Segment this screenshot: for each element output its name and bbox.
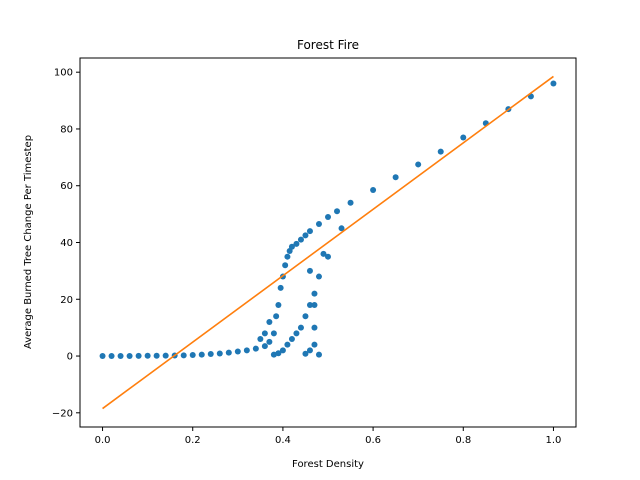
scatter-point [266,338,273,345]
scatter-point [370,186,377,193]
scatter-point [306,228,313,235]
scatter-point [117,353,124,360]
x-tick-label: 0.2 [185,435,201,446]
scatter-point [315,351,322,358]
scatter-point [293,330,300,337]
scatter-point [257,336,264,343]
scatter-point [284,253,291,260]
scatter-point [277,284,284,291]
scatter-point [207,351,214,358]
scatter-point [153,352,160,359]
scatter-point [320,250,327,257]
x-tick-label: 0.6 [365,435,381,446]
scatter-point [282,262,289,269]
scatter-point [347,199,354,206]
scatter-point [243,347,250,354]
x-tick-label: 1.0 [546,435,562,446]
x-tick-label: 0.8 [455,435,471,446]
scatter-point [311,324,318,331]
y-tick-label: 40 [60,238,73,249]
scatter-point [266,318,273,325]
scatter-point [338,225,345,232]
scatter-point [279,347,286,354]
scatter-point [225,349,232,356]
plot-area: 0.0 0.2 0.4 0.6 0.8 1.0 −20 0 20 40 60 80 100 [52,57,577,446]
scatter-point [334,208,341,215]
scatter-point [302,350,309,357]
scatter-point [315,221,322,228]
scatter-point [297,236,304,243]
scatter-point [144,352,151,359]
scatter-point [550,80,557,87]
scatter-point [306,267,313,274]
chart-title: Forest Fire [297,38,359,52]
y-tick-label: 100 [54,68,73,79]
scatter-point [311,341,318,348]
y-tick-label: 80 [60,124,73,135]
scatter-point [180,352,187,359]
y-tick-label: 60 [60,181,73,192]
scatter-point [162,352,169,359]
scatter-point [302,232,309,239]
scatter-point [302,313,309,320]
scatter-point [135,352,142,359]
scatter-point [252,345,259,352]
y-tick-label: −20 [52,408,73,419]
scatter-point [415,161,422,168]
y-tick-label: 20 [60,295,73,306]
scatter-point [99,353,106,360]
scatter-point [270,330,277,337]
scatter-point [288,243,295,250]
scatter-point [325,213,331,220]
x-tick-label: 0.0 [95,435,111,446]
scatter-point [216,350,223,357]
scatter-point [311,290,318,297]
scatter-point [293,240,300,247]
scatter-point [325,253,331,260]
scatter-point [315,273,322,280]
scatter-point [234,348,241,355]
y-tick-label: 0 [67,352,73,363]
scatter-point [261,343,268,350]
scatter-point [198,351,205,358]
x-axis-label: Forest Density [292,459,364,470]
scatter-point [108,353,115,360]
scatter-point [273,313,280,320]
y-axis-label: Average Burned Tree Change Per Timestep [23,135,34,349]
scatter-point [275,301,282,308]
x-tick-label: 0.4 [275,435,291,446]
scatter-point [288,336,295,343]
scatter-point [460,134,467,141]
scatter-point [126,353,133,360]
fit-line [102,75,554,410]
scatter-point [284,341,291,348]
scatter-point [306,347,313,354]
scatter-point [297,324,304,331]
scatter-point [306,301,313,308]
scatter-point [437,148,444,155]
scatter-point [270,351,277,358]
scatter-point [392,174,399,181]
scatter-point [275,350,282,357]
scatter-point [311,301,318,308]
scatter-point [189,352,196,359]
scatter-point [261,330,268,337]
